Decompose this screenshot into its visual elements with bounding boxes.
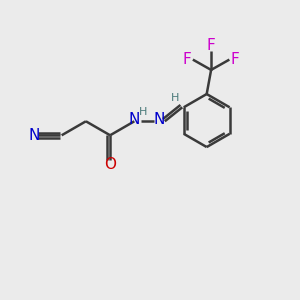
Text: N: N	[129, 112, 140, 127]
Text: H: H	[138, 107, 147, 118]
Text: O: O	[104, 157, 116, 172]
Text: F: F	[231, 52, 240, 67]
Text: F: F	[207, 38, 215, 53]
Text: H: H	[171, 93, 180, 103]
Text: N: N	[28, 128, 39, 143]
Text: F: F	[183, 52, 191, 67]
Text: N: N	[154, 112, 165, 127]
